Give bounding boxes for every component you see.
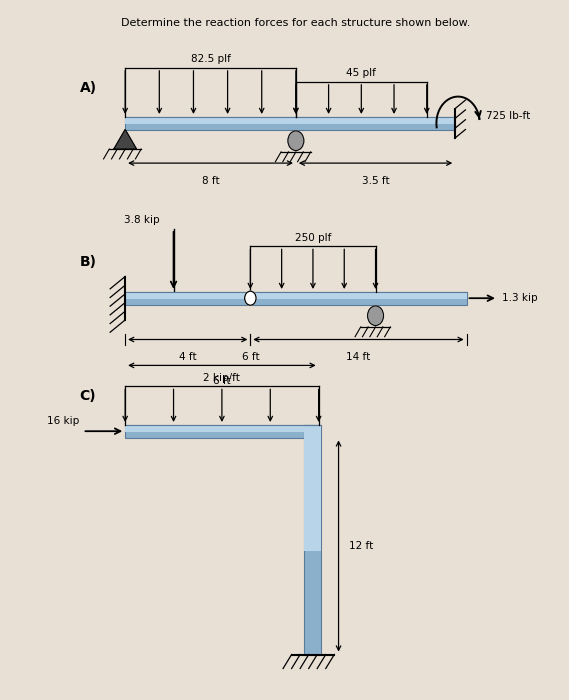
Text: C): C): [80, 389, 96, 402]
Bar: [125, 117, 455, 130]
Text: A): A): [80, 80, 97, 94]
Bar: [304, 425, 321, 551]
Bar: [125, 292, 467, 304]
Bar: [125, 425, 319, 438]
Text: 14 ft: 14 ft: [347, 352, 370, 362]
Bar: [125, 292, 467, 299]
Circle shape: [245, 291, 256, 305]
Text: 16 kip: 16 kip: [47, 416, 80, 426]
Text: B): B): [80, 256, 97, 270]
Text: 3.8 kip: 3.8 kip: [123, 216, 159, 225]
Text: 6 ft: 6 ft: [242, 352, 259, 362]
Text: 82.5 plf: 82.5 plf: [191, 55, 230, 64]
Polygon shape: [114, 130, 137, 149]
Text: 1.3 kip: 1.3 kip: [502, 293, 538, 303]
Text: 12 ft: 12 ft: [349, 541, 373, 551]
Text: 6 ft: 6 ft: [213, 376, 230, 386]
Circle shape: [368, 306, 384, 326]
Text: 250 plf: 250 plf: [295, 233, 331, 243]
Text: 8 ft: 8 ft: [202, 176, 219, 186]
Circle shape: [288, 131, 304, 150]
Text: 2 kip/ft: 2 kip/ft: [204, 373, 240, 383]
Bar: [125, 425, 319, 432]
Text: 725 lb-ft: 725 lb-ft: [486, 111, 531, 121]
Bar: [304, 425, 321, 654]
Text: 4 ft: 4 ft: [179, 352, 196, 362]
Text: 45 plf: 45 plf: [347, 69, 376, 78]
Text: 3.5 ft: 3.5 ft: [362, 176, 389, 186]
Bar: [125, 117, 455, 124]
Text: Determine the reaction forces for each structure shown below.: Determine the reaction forces for each s…: [121, 18, 471, 27]
